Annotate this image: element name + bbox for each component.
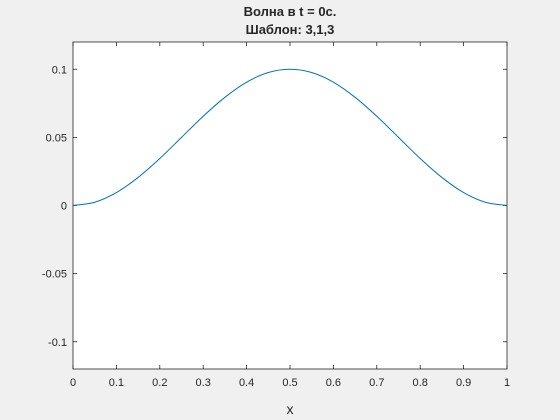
y-tick-label: 0.1	[52, 64, 67, 76]
x-tick-label: 0.2	[152, 377, 167, 389]
series-line	[72, 68, 508, 206]
x-axis-label: x	[287, 401, 294, 417]
x-tick-label: 0.9	[456, 377, 471, 389]
tick-marks	[72, 42, 508, 369]
y-tick-label: 0.05	[46, 132, 67, 144]
y-tick-label: 0	[61, 201, 67, 213]
x-tick-label: 0	[70, 377, 76, 389]
x-tick-label: 0.8	[413, 377, 428, 389]
chart-title: Волна в t = 0с.	[244, 4, 337, 19]
x-tick-label: 0.7	[369, 377, 384, 389]
x-tick-label: 0.1	[109, 377, 124, 389]
x-tick-label: 0.3	[196, 377, 211, 389]
y-tick-label: -0.05	[42, 269, 67, 281]
x-tick-labels: 0 0.1 0.2 0.3 0.4 0.5 0.6 0.7 0.8 0.9 1	[70, 377, 510, 389]
x-tick-label: 1	[504, 377, 510, 389]
x-tick-label: 0.6	[326, 377, 341, 389]
y-tick-label: -0.1	[48, 337, 67, 349]
plot-area	[73, 42, 507, 369]
y-tick-labels: 0.1 0.05 0 -0.05 -0.1	[42, 64, 67, 349]
axes-box	[72, 41, 508, 370]
x-tick-label: 0.4	[239, 377, 254, 389]
chart-subtitle: Шаблон: 3,1,3	[246, 22, 335, 37]
x-tick-label: 0.5	[282, 377, 297, 389]
